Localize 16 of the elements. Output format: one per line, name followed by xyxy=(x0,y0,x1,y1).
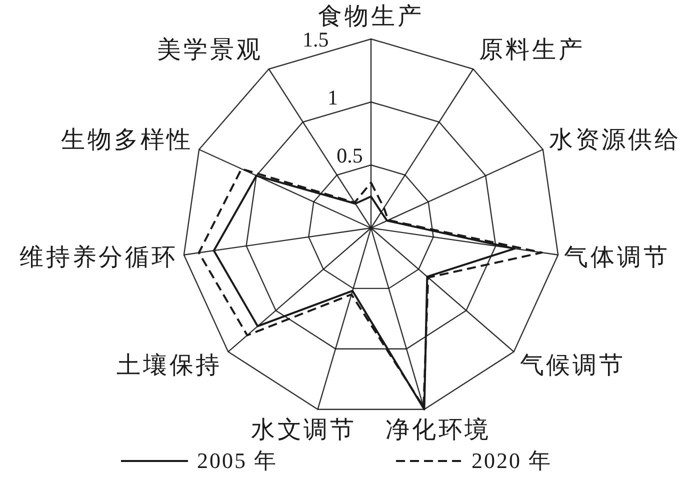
spoke-label: 生物多样性 xyxy=(61,127,194,154)
spoke-label: 美学景观 xyxy=(157,36,263,64)
spoke-label: 原料生产 xyxy=(479,36,585,64)
spoke-label: 净化环境 xyxy=(386,416,492,444)
legend-label: 2005 年 xyxy=(197,447,278,475)
spoke-label: 食物生产 xyxy=(318,3,424,30)
spoke-label: 气体调节 xyxy=(564,245,670,272)
spoke-label: 水文调节 xyxy=(250,416,356,444)
y-tick-label: 1 xyxy=(327,86,338,110)
spoke-label: 气候调节 xyxy=(520,353,626,380)
spoke-label: 土壤保持 xyxy=(116,352,222,380)
spoke-label: 维持养分循环 xyxy=(20,244,178,272)
y-tick-label: 1.5 xyxy=(302,28,329,52)
legend-label: 2020 年 xyxy=(472,447,552,475)
y-tick-label: 0.5 xyxy=(336,144,363,168)
spoke-label: 水资源供给 xyxy=(548,127,681,154)
